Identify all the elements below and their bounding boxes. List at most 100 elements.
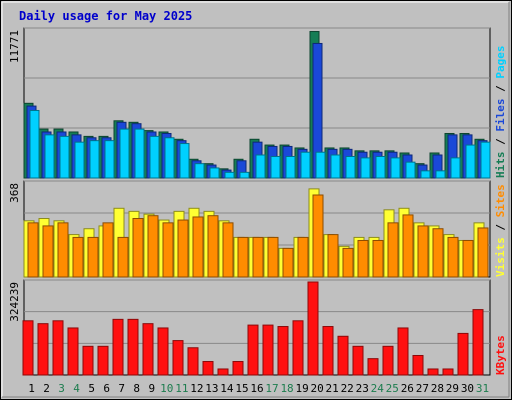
legend-text: KBytes	[494, 335, 507, 375]
bar-kbytes-day-1	[22, 320, 34, 376]
y-max-label: 324239	[8, 282, 21, 322]
legend-kbytes: KBytes	[494, 335, 507, 375]
bar-sites-day-11	[177, 219, 189, 278]
legend-sites: Sites	[494, 184, 507, 217]
legend-separator: /	[494, 79, 507, 99]
day-label-23: 23	[356, 382, 369, 395]
day-label-20: 20	[311, 382, 324, 395]
legend-hits: Hits	[494, 152, 507, 179]
bar-kbytes-day-8	[127, 318, 139, 376]
day-label-6: 6	[103, 382, 110, 395]
bar-kbytes-day-10	[157, 327, 169, 376]
bar-kbytes-day-22	[337, 335, 349, 376]
bar-sites-day-28	[432, 228, 444, 278]
bar-sites-day-19	[297, 236, 309, 278]
bar-sites-day-21	[327, 234, 339, 278]
day-labels: 1 2 3 4 5 6 7 8 9 10 11 12 13 14 15 16 17 18 19 20 21 22 23 24 2…	[28, 382, 489, 395]
day-label-24: 24	[371, 382, 385, 395]
day-label-1: 1	[28, 382, 35, 395]
bar-pages-day-30	[465, 144, 476, 179]
bar-kbytes-day-25	[382, 345, 394, 376]
bar-kbytes-day-20	[307, 281, 319, 376]
bar-pages-day-18	[285, 155, 296, 179]
bar-sites-day-17	[267, 236, 279, 278]
day-label-21: 21	[326, 382, 339, 395]
bar-pages-day-5	[89, 140, 100, 179]
panel-hits_files_pages: 11771 Hits / Files / Pages	[8, 27, 507, 179]
bar-kbytes-day-11	[172, 340, 184, 376]
panel-kbytes: 324239 KBytes	[8, 279, 507, 376]
bar-sites-day-10	[162, 222, 174, 278]
bar-pages-day-22	[345, 155, 356, 179]
chart-panels: 11771 Hits / Files / Pages 368 Visits / Sit…	[8, 27, 507, 376]
legend-kbytes: KBytes	[494, 335, 507, 375]
bar-sites-day-3	[57, 222, 69, 278]
bar-pages-day-21	[330, 154, 341, 179]
day-label-16: 16	[250, 382, 263, 395]
bar-kbytes-day-30	[457, 332, 469, 376]
bar-pages-day-9	[149, 135, 160, 179]
bar-pages-day-24	[375, 155, 386, 179]
bar-kbytes-day-15	[232, 361, 244, 376]
bar-sites-day-4	[72, 236, 84, 278]
bar-sites-day-26	[402, 214, 414, 278]
legend-visits: Visits	[494, 237, 507, 277]
bar-pages-day-28	[435, 170, 446, 179]
bar-pages-day-6	[104, 140, 115, 179]
legend-text: Visits / Sites	[494, 184, 507, 277]
bar-sites-day-8	[132, 218, 144, 278]
bar-kbytes-day-23	[352, 345, 364, 376]
day-label-26: 26	[401, 382, 414, 395]
day-label-17: 17	[265, 382, 278, 395]
bar-pages-day-16	[255, 154, 266, 179]
bar-sites-day-18	[282, 247, 294, 278]
bar-kbytes-day-29	[442, 368, 454, 376]
day-label-8: 8	[133, 382, 140, 395]
bar-sites-day-13	[207, 215, 219, 278]
bar-kbytes-day-27	[412, 354, 424, 376]
bar-sites-day-2	[42, 225, 54, 278]
bar-pages-day-14	[224, 171, 235, 179]
bar-pages-day-15	[239, 171, 250, 179]
legend-files: Files	[494, 99, 507, 132]
bar-kbytes-day-26	[397, 327, 409, 376]
bar-sites-day-9	[147, 215, 159, 278]
bar-kbytes-day-4	[67, 327, 79, 376]
bar-pages-day-17	[270, 155, 281, 179]
bar-pages-day-13	[209, 167, 220, 179]
bar-sites-day-27	[417, 225, 429, 278]
day-label-25: 25	[386, 382, 399, 395]
bar-sites-day-15	[237, 236, 249, 278]
day-label-10: 10	[160, 382, 173, 395]
bar-kbytes-day-28	[427, 368, 439, 376]
bar-pages-day-11	[179, 143, 190, 179]
bar-sites-day-25	[387, 222, 399, 278]
bar-sites-day-7	[117, 236, 129, 278]
bar-pages-day-4	[74, 141, 85, 179]
bar-kbytes-day-5	[82, 345, 94, 376]
bar-sites-day-24	[372, 239, 384, 278]
bar-kbytes-day-6	[97, 345, 109, 376]
bar-pages-day-29	[450, 157, 461, 179]
bar-pages-day-10	[164, 137, 175, 179]
bar-kbytes-day-19	[292, 320, 304, 376]
bar-kbytes-day-17	[262, 324, 274, 376]
day-label-27: 27	[416, 382, 429, 395]
bar-kbytes-day-12	[187, 347, 199, 376]
bar-sites-day-5	[87, 236, 99, 278]
bar-sites-day-29	[447, 236, 459, 278]
y-max-label: 11771	[8, 30, 21, 63]
day-label-31: 31	[476, 382, 489, 395]
bar-sites-day-14	[222, 222, 234, 278]
bar-pages-day-19	[300, 151, 311, 179]
bar-sites-day-23	[357, 239, 369, 278]
bar-sites-day-1	[27, 222, 39, 278]
bar-pages-day-2	[44, 134, 55, 179]
bar-pages-day-1	[29, 109, 40, 179]
bar-kbytes-day-2	[37, 323, 49, 376]
bar-kbytes-day-24	[367, 358, 379, 376]
bar-kbytes-day-18	[277, 326, 289, 376]
day-label-30: 30	[461, 382, 474, 395]
